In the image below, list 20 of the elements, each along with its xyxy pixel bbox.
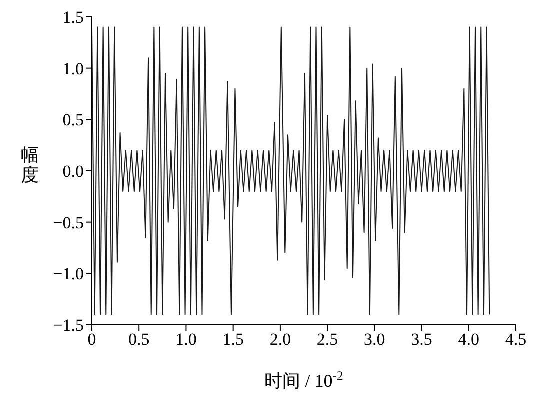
y-tick-label: −1.0: [53, 264, 84, 284]
x-tick-label: 4.5: [505, 330, 527, 350]
y-tick-label: −0.5: [53, 213, 84, 232]
x-tick-label: 4.0: [458, 330, 480, 350]
y-tick-label: −1.5: [53, 316, 84, 336]
y-axis-title: 幅度: [21, 145, 39, 185]
x-tick-label: 3.5: [411, 330, 432, 350]
x-tick-label: 1.0: [176, 330, 197, 350]
y-tick-label: 0.5: [62, 110, 84, 130]
y-tick-label: 1.5: [62, 8, 84, 28]
y-tick-label: 1.0: [62, 59, 84, 78]
y-tick-label: 0.0: [62, 162, 84, 182]
x-tick-label: 0.5: [128, 330, 150, 350]
x-tick-label: 1.5: [222, 330, 244, 350]
line-series: [92, 26, 490, 316]
x-axis-title: 时间 / 10$^{-2}$: [264, 369, 344, 391]
x-tick-label: 3.0: [364, 330, 386, 350]
x-tick-label: 2.5: [316, 330, 338, 350]
x-tick-label: 2.0: [270, 330, 292, 350]
x-tick-label: 0: [88, 330, 96, 350]
